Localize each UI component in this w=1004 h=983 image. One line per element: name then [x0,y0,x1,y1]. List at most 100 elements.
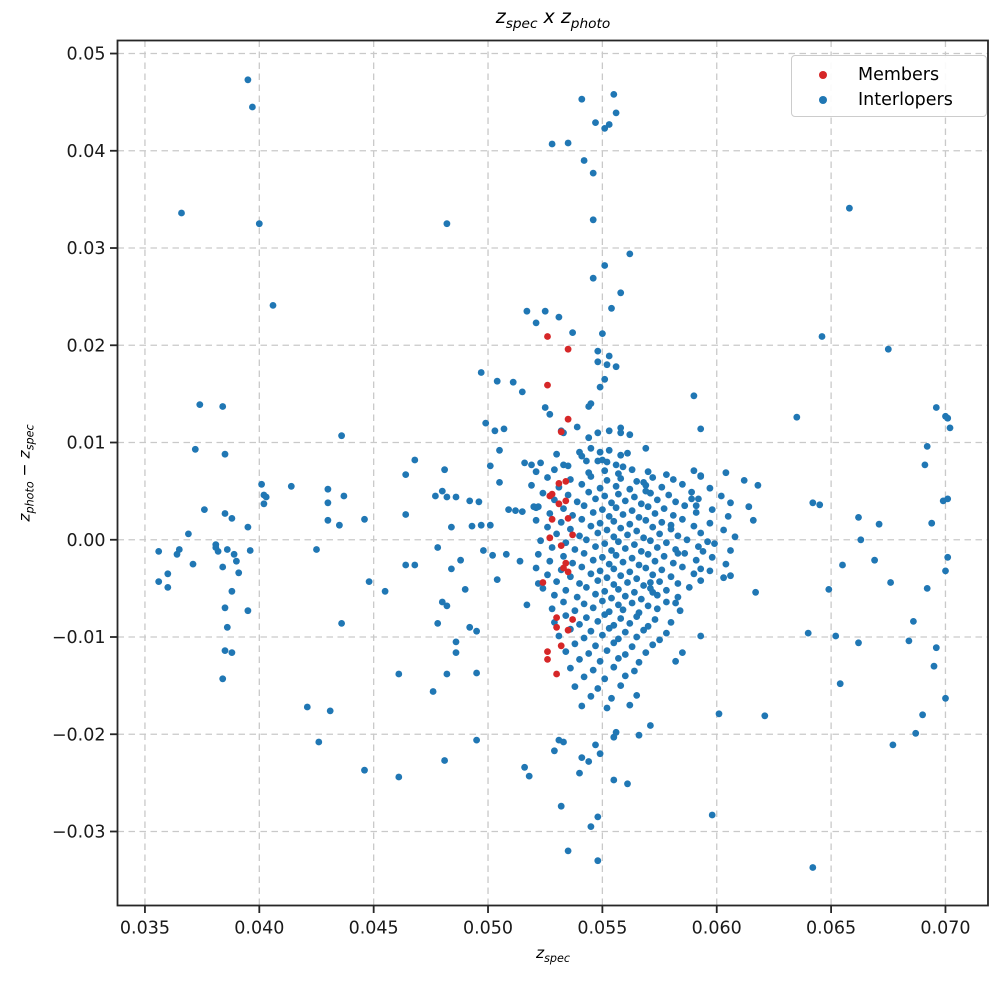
scatter-point-interlopers [631,667,638,675]
scatter-point-interlopers [720,526,727,534]
scatter-point-interlopers [601,611,609,618]
scatter-point-interlopers [477,369,485,376]
scatter-point-interlopers [546,410,554,418]
scatter-point-interlopers [663,471,670,478]
scatter-point-interlopers [580,550,588,557]
scatter-point-interlopers [697,632,705,640]
scatter-point-interlopers [493,576,501,583]
scatter-point-interlopers [688,495,695,503]
scatter-point-members [546,534,554,542]
scatter-point-interlopers [585,650,593,657]
scatter-point-interlopers [669,476,677,483]
scatter-point-members [553,614,560,621]
scatter-point-interlopers [587,522,595,530]
scatter-point-interlopers [621,672,629,680]
scatter-point-interlopers [674,532,682,540]
scatter-point-interlopers [633,692,641,699]
scatter-point-interlopers [681,502,689,510]
scatter-point-interlopers [612,363,620,371]
legend-label-members: Members [858,64,940,85]
scatter-point-interlopers [493,377,501,385]
scatter-point-interlopers [189,560,197,568]
scatter-point-interlopers [564,462,572,470]
scatter-point-interlopers [596,448,604,456]
scatter-point-interlopers [599,553,606,561]
scatter-point-interlopers [754,481,762,489]
scatter-point-interlopers [587,444,595,452]
scatter-point-interlopers [175,546,183,553]
scatter-point-interlopers [617,572,625,580]
scatter-point-interlopers [578,452,586,460]
scatter-point-interlopers [587,570,595,578]
scatter-point-interlopers [532,468,540,476]
scatter-point-interlopers [361,766,368,774]
scatter-point-interlopers [601,467,609,475]
scatter-point-interlopers [502,550,510,558]
scatter-point-interlopers [564,139,572,147]
scatter-point-interlopers [587,823,595,830]
scatter-point-interlopers [326,707,334,715]
scatter-point-interlopers [500,425,508,433]
scatter-point-interlopers [596,519,604,527]
scatter-point-interlopers [647,579,654,586]
scatter-point-interlopers [482,419,490,427]
scatter-point-interlopers [635,561,643,569]
scatter-point-interlopers [617,429,625,437]
scatter-point-interlopers [681,550,689,557]
scatter-point-interlopers [660,552,668,560]
scatter-point-interlopers [660,505,668,512]
scatter-point-interlopers [228,515,236,522]
scatter-point-interlopers [557,518,565,526]
scatter-point-interlopers [685,584,693,591]
scatter-point-interlopers [576,621,583,628]
scatter-point-interlopers [589,274,597,282]
scatter-point-members [555,480,563,487]
x-tick-label: 0.060 [692,919,742,939]
x-tick-label: 0.070 [920,919,970,939]
scatter-point-interlopers [452,649,460,656]
scatter-point-interlopers [594,529,602,537]
scatter-point-interlopers [697,425,705,433]
scatter-point-interlopers [509,378,517,386]
scatter-point-interlopers [617,615,625,622]
scatter-point-interlopers [855,639,862,647]
scatter-point-interlopers [727,499,734,507]
scatter-point-interlopers [477,521,485,529]
scatter-point-interlopers [722,469,730,477]
scatter-point-interlopers [564,491,572,499]
scatter-point-members [544,648,551,655]
scatter-point-interlopers [624,780,631,788]
scatter-point-members [564,345,572,353]
scatter-point-interlopers [528,461,535,469]
scatter-point-interlopers [674,580,682,587]
scatter-point-interlopers [690,570,698,578]
scatter-point-interlopers [724,513,732,520]
scatter-point-interlopers [642,516,650,524]
scatter-point-interlopers [480,547,487,554]
scatter-point-interlopers [708,506,716,513]
scatter-point-interlopers [603,477,611,484]
scatter-point-interlopers [608,304,615,312]
scatter-point-interlopers [571,640,579,648]
scatter-point-interlopers [621,545,629,552]
scatter-point-interlopers [546,557,554,565]
scatter-point-interlopers [601,492,609,500]
scatter-point-interlopers [512,507,519,514]
scatter-point-interlopers [610,663,618,671]
scatter-point-interlopers [269,302,277,309]
scatter-point-interlopers [438,598,446,606]
scatter-point-interlopers [537,537,544,545]
scatter-point-interlopers [560,598,567,606]
scatter-point-interlopers [562,586,570,594]
scatter-point-interlopers [452,493,460,501]
scatter-point-interlopers [919,711,926,719]
scatter-point-interlopers [578,754,586,761]
scatter-point-interlopers [505,506,512,513]
scatter-point-interlopers [548,140,556,148]
scatter-point-interlopers [688,488,695,496]
scatter-point-interlopers [583,584,590,591]
y-tick-label: 0.02 [67,336,106,356]
scatter-point-members [557,542,565,549]
scatter-point-interlopers [571,683,579,690]
scatter-point-interlopers [562,612,570,619]
